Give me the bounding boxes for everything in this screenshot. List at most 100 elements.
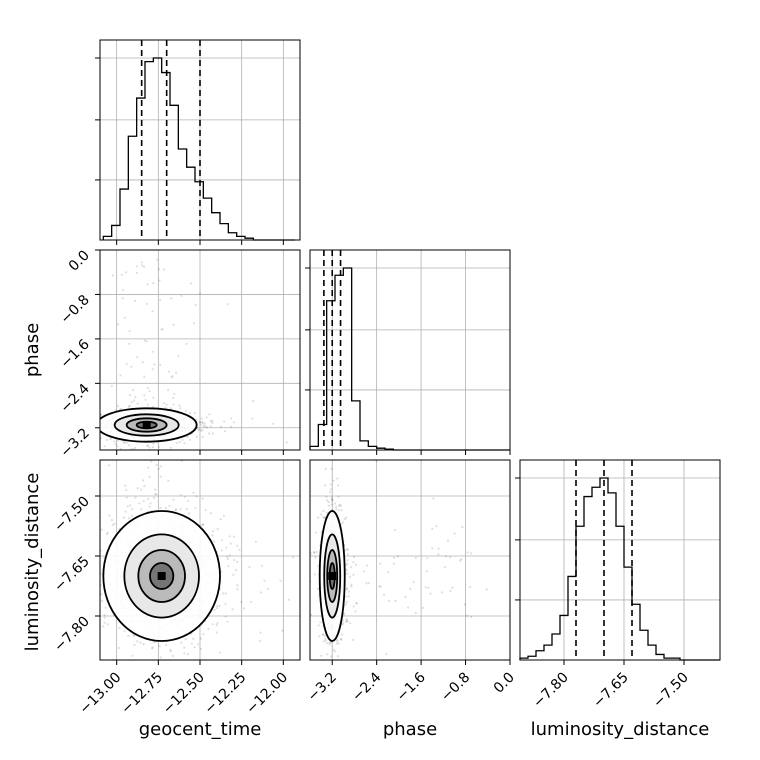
scatter-point [230, 543, 232, 545]
scatter-point [187, 436, 189, 438]
scatter-point [95, 421, 97, 423]
scatter-point [216, 624, 218, 626]
scatter-point [329, 491, 331, 493]
scatter-point [87, 410, 89, 412]
scatter-point [95, 550, 97, 552]
scatter-point [314, 556, 316, 558]
scatter-point [92, 604, 94, 606]
scatter-point [131, 401, 133, 403]
scatter-point [189, 436, 191, 438]
scatter-point [210, 425, 212, 427]
scatter-point [104, 622, 106, 624]
scatter-point [117, 405, 119, 407]
scatter-point [347, 549, 349, 551]
scatter-point [135, 497, 137, 499]
scatter-point [318, 635, 320, 637]
scatter-point [222, 592, 224, 594]
scatter-point [121, 274, 123, 276]
scatter-point [139, 676, 141, 678]
scatter-point [252, 400, 254, 402]
histogram-step [520, 478, 720, 660]
scatter-point [94, 309, 96, 311]
scatter-point [409, 588, 411, 590]
scatter-point [94, 433, 96, 435]
scatter-point [88, 422, 90, 424]
scatter-point [104, 617, 106, 619]
tick-labels: −13.00−12.75−12.50−12.25−12.00 −3.2 −2.4 −1… [51, 248, 692, 718]
scatter-point [206, 426, 208, 428]
scatter-point [437, 553, 439, 555]
scatter-point [224, 603, 226, 605]
scatter-point [158, 468, 160, 470]
scatter-point [59, 433, 61, 435]
scatter-point [105, 607, 107, 609]
histogram-step [103, 58, 295, 240]
scatter-point [208, 413, 210, 415]
scatter-point [305, 574, 307, 576]
scatter-point [449, 556, 451, 558]
scatter-point [248, 566, 250, 568]
scatter-point [88, 428, 90, 430]
scatter-point [349, 622, 351, 624]
scatter-point [133, 399, 135, 401]
y-tick-label: −2.4 [57, 381, 92, 416]
scatter-point [240, 601, 242, 603]
scatter-point [73, 411, 75, 413]
scatter-point [202, 524, 204, 526]
scatter-point [328, 501, 330, 503]
scatter-point [216, 605, 218, 607]
scatter-point [186, 508, 188, 510]
scatter-point [96, 565, 98, 567]
scatter-point [187, 653, 189, 655]
scatter-point [279, 580, 281, 582]
x-tick-label: −12.00 [243, 670, 291, 718]
scatter-point [201, 418, 203, 420]
scatter-point [112, 274, 114, 276]
scatter-point [179, 441, 181, 443]
scatter-point [236, 561, 238, 563]
scatter-point [71, 421, 73, 423]
scatter-point [61, 414, 63, 416]
scatter-point [437, 548, 439, 550]
scatter-point [213, 540, 215, 542]
scatter-point [168, 371, 170, 373]
scatter-point [346, 569, 348, 571]
scatter-point [336, 642, 338, 644]
scatter-point [158, 268, 160, 270]
scatter-point [378, 585, 380, 587]
scatter-point [192, 492, 194, 494]
scatter-point [137, 487, 139, 489]
scatter-point [183, 652, 185, 654]
hist-geocent-time [95, 40, 300, 245]
scatter-point [204, 423, 206, 425]
scatter-point [350, 566, 352, 568]
scatter-point [219, 652, 221, 654]
scatter-point [44, 435, 46, 437]
scatter-point [73, 606, 75, 608]
scatter-point [123, 731, 125, 733]
scatter-point [207, 628, 209, 630]
scatter-point [230, 426, 232, 428]
scatter-point [345, 596, 347, 598]
scatter-point [136, 356, 138, 358]
scatter-point [352, 561, 354, 563]
scatter-point [211, 420, 213, 422]
scatter-point [140, 508, 142, 510]
scatter-point [394, 529, 396, 531]
scatter-point [173, 393, 175, 395]
scatter-point [175, 509, 177, 511]
scatter-point [353, 605, 355, 607]
scatter-point [172, 655, 174, 657]
scatter-point [150, 502, 152, 504]
scatter-point [132, 389, 134, 391]
scatter-point [208, 432, 210, 434]
scatter-point [91, 538, 93, 540]
scatter-point [315, 532, 317, 534]
scatter-point [220, 518, 222, 520]
x-tick-label: −7.80 [530, 670, 572, 712]
scatter-point [333, 649, 335, 651]
scatter-point [147, 445, 149, 447]
scatter-point [71, 548, 73, 550]
scatter-point [106, 439, 108, 441]
scatter-point [348, 591, 350, 593]
